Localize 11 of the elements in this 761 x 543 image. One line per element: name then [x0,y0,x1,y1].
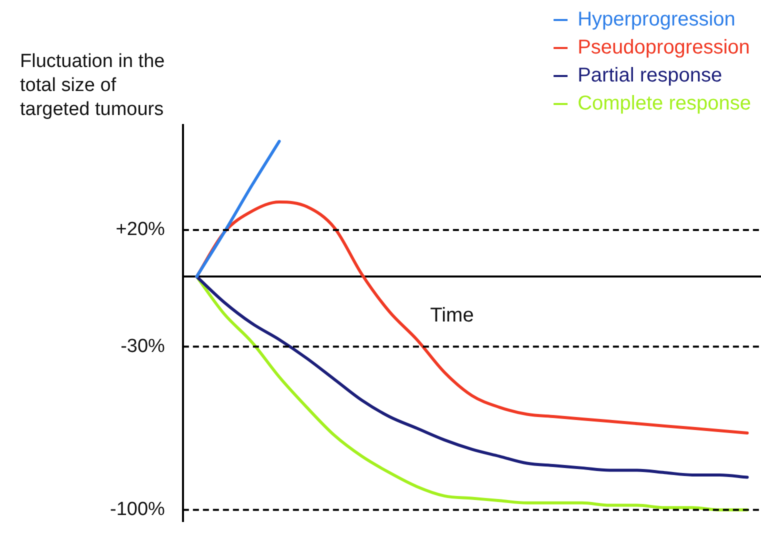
line-series [195,200,749,434]
legend-label: Hyperprogression [578,8,736,31]
line-series [195,140,281,278]
y-tick-label: -100% [110,499,166,520]
y-tick-label: -30% [120,336,166,357]
y-tick-label: +20% [116,219,166,240]
y-axis-title: Fluctuation in the total size of targeted tumours [20,50,166,122]
legend-label: Complete response [578,92,752,115]
x-axis-title: Time [430,304,474,327]
legend-label: Partial response [578,64,722,87]
legend-label: Pseudoprogression [578,36,750,59]
